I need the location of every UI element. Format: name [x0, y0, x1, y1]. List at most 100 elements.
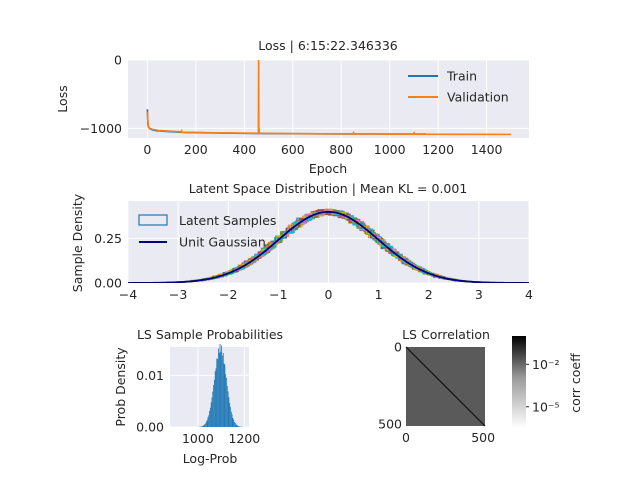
loss-title: Loss | 6:15:22.346336: [258, 38, 398, 53]
prob-histogram-bar: [226, 385, 228, 427]
prob-histogram-bar: [202, 425, 204, 427]
colorbar: [512, 336, 526, 428]
latent-ticks: −4 −3 −2 −1 0 1 2 3 4 0.00 0.25: [94, 231, 533, 302]
latent-ylabel: Sample Density: [70, 193, 85, 292]
prob-histogram-bar: [235, 424, 237, 427]
latent-ytick-label: 0.25: [94, 231, 122, 246]
latent-xtick-label: 4: [525, 287, 533, 302]
prob-histogram-bar: [231, 414, 233, 427]
prob-xlabel: Log-Prob: [183, 451, 238, 466]
colorbar-tick-label: 10⁻²: [532, 357, 560, 372]
latent-xtick-label: 2: [425, 287, 433, 302]
prob-histogram-bar: [230, 411, 232, 427]
unit-gaussian-curve: [128, 210, 529, 283]
prob-histogram-bar: [218, 353, 220, 427]
loss-ytick-label: 0: [114, 53, 122, 68]
prob-histogram-bar: [203, 425, 205, 427]
prob-histogram-bar: [237, 425, 239, 427]
correlation-title: LS Correlation: [402, 327, 490, 342]
prob-histogram-bar: [223, 363, 225, 427]
prob-histogram-bar: [228, 397, 230, 427]
loss-ticks: 0 200 400 600 800 1000 1200 1400 0 −1000: [80, 53, 503, 158]
correlation-ytick-label: 0: [394, 340, 402, 355]
legend-latent-label: Latent Samples: [179, 213, 276, 228]
prob-xtick-label: 1000: [182, 431, 214, 446]
loss-xtick-label: 600: [281, 142, 305, 157]
prob-histogram-bar: [201, 426, 203, 427]
latent-xtick-label: −2: [219, 287, 237, 302]
latent-title: Latent Space Distribution | Mean KL = 0.…: [189, 181, 468, 196]
loss-legend: Train Validation: [408, 69, 509, 105]
prob-ytick-label: 0.01: [136, 368, 164, 383]
prob-histogram-bar: [215, 368, 217, 427]
loss-panel: 0 200 400 600 800 1000 1200 1400 0 −1000 Loss | 6…: [55, 38, 529, 176]
latent-xtick-label: −4: [119, 287, 137, 302]
correlation-xtick-label: 0: [402, 430, 410, 445]
latent-panel: −4 −3 −2 −1 0 1 2 3 4 0.00 0.25 Latent Space Distr…: [70, 181, 533, 302]
loss-xtick-label: 0: [143, 142, 151, 157]
latent-xtick-label: −1: [269, 287, 287, 302]
prob-ticks: 1000 1200 0.00 0.01: [136, 368, 260, 446]
prob-histogram-bar: [222, 352, 224, 427]
prob-histogram-bar: [227, 391, 229, 427]
prob-histogram-bar: [216, 358, 218, 427]
prob-histogram-bar: [217, 358, 219, 427]
prob-histogram-bar: [209, 410, 210, 427]
legend-validation-label: Validation: [447, 90, 509, 105]
loss-ylabel: Loss: [55, 85, 70, 112]
prob-ylabel: Prob Density: [113, 347, 128, 427]
unit-gaussian-line: [128, 210, 529, 283]
colorbar-tick-label: 10⁻⁵: [532, 399, 560, 414]
prob-ytick-label: 0.00: [136, 420, 164, 435]
prob-histogram-bar: [208, 415, 210, 427]
prob-histogram-bar: [213, 379, 215, 427]
legend-latent-swatch: [138, 214, 168, 226]
loss-series-validation: [146, 60, 511, 136]
loss-lines: [146, 60, 511, 136]
loss-xtick-label: 400: [232, 142, 256, 157]
prob-histogram-bar: [238, 426, 239, 427]
legend-train-label: Train: [446, 69, 477, 84]
prob-histogram-bar: [222, 355, 223, 427]
latent-xtick-label: 0: [325, 287, 333, 302]
correlation-ytick-label: 500: [378, 417, 402, 432]
prob-histogram-bar: [209, 407, 211, 427]
loss-xtick-label: 200: [184, 142, 208, 157]
loss-plot-area: [128, 60, 529, 138]
prob-histogram-bar: [225, 374, 227, 427]
latent-ytick-label: 0.00: [94, 276, 122, 291]
loss-xlabel: Epoch: [309, 161, 347, 176]
prob-histogram-bar: [207, 417, 209, 427]
prob-histogram-bar: [204, 424, 206, 427]
loss-grid: [128, 59, 529, 138]
prob-histogram-bar: [214, 371, 216, 427]
prob-histogram-bar: [210, 402, 212, 427]
prob-histogram-bar: [213, 384, 214, 427]
prob-histogram-bar: [230, 406, 231, 427]
loss-xtick-label: 800: [329, 142, 353, 157]
legend-gaussian-label: Unit Gaussian: [179, 235, 266, 250]
prob-histogram-bar: [220, 351, 222, 427]
prob-histogram-bar: [211, 397, 213, 427]
prob-histogram-bar: [226, 377, 227, 427]
prob-histogram-bar: [201, 426, 202, 427]
colorbar-label: corr coeff: [568, 353, 583, 413]
loss-xtick-label: 1000: [374, 142, 406, 157]
prob-histogram-bar: [229, 402, 231, 427]
prob-histogram-bar: [218, 348, 219, 427]
prob-histogram-bar: [233, 419, 235, 427]
loss-xtick-label: 1200: [422, 142, 454, 157]
prob-histogram-bar: [221, 345, 223, 427]
prob-histogram: [196, 344, 245, 427]
prob-histogram-bar: [236, 425, 238, 427]
latent-xtick-label: −3: [169, 287, 187, 302]
prob-title: LS Sample Probabilities: [137, 327, 283, 342]
colorbar-ticks: 10⁻² 10⁻⁵: [526, 357, 560, 414]
latent-legend: Latent Samples Unit Gaussian: [138, 213, 276, 250]
probabilities-panel: 1000 1200 0.00 0.01 LS Sample Probabilities…: [113, 327, 283, 466]
prob-histogram-bar: [224, 364, 226, 427]
correlation-xtick-label: 500: [471, 430, 495, 445]
prob-histogram-bar: [234, 423, 236, 427]
